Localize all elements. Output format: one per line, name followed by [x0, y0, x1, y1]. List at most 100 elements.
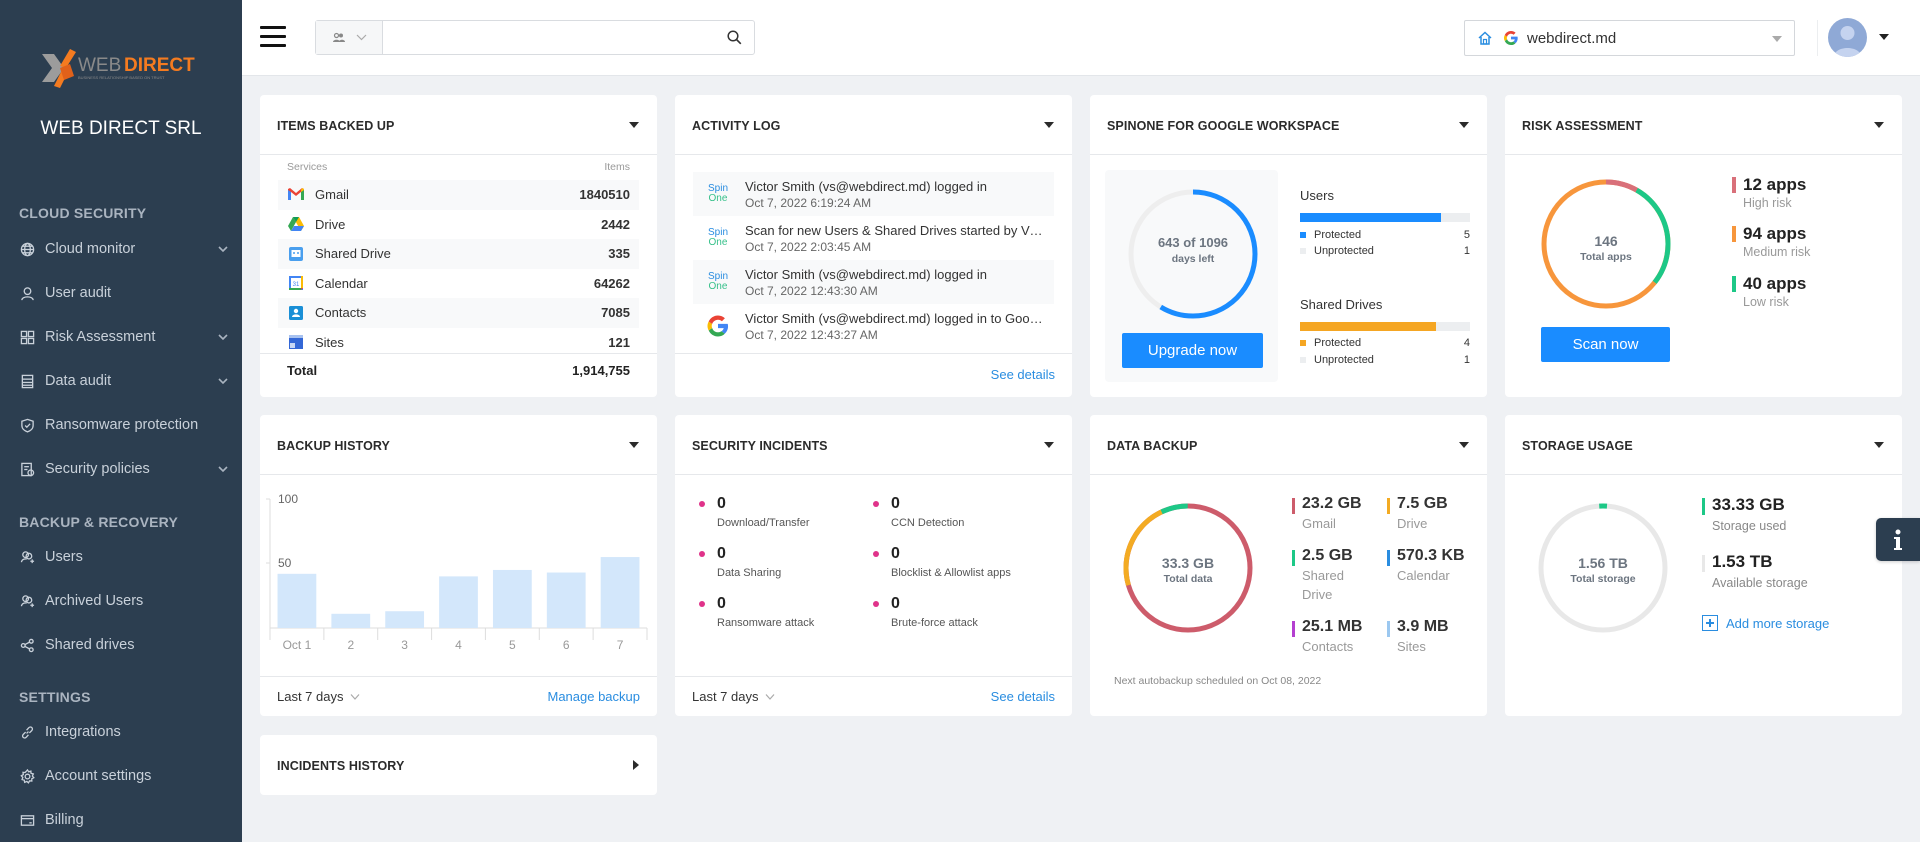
- sidebar-item-ransomware-protection[interactable]: Ransomware protection: [19, 411, 229, 439]
- user-icon: [19, 285, 35, 301]
- x-tick-label: 5: [509, 638, 516, 652]
- incident-ccn-detection[interactable]: 0 CCN Detection: [873, 495, 964, 529]
- sidebar-item-users[interactable]: Users: [19, 543, 229, 571]
- service-count: 64262: [593, 275, 630, 291]
- caret-down-icon[interactable]: [1459, 122, 1469, 128]
- sidebar-item-cloud-monitor[interactable]: Cloud monitor: [19, 235, 229, 263]
- domain-name: webdirect.md: [1527, 29, 1617, 47]
- subscription-panel: 643 of 1096 days left Upgrade now: [1105, 170, 1278, 382]
- activity-list: Spin One Victor Smith (vs@webdirect.md) l…: [693, 172, 1054, 348]
- search-icon[interactable]: [714, 21, 754, 54]
- caret-down-icon[interactable]: [1879, 34, 1889, 40]
- menu-toggle-icon[interactable]: [260, 26, 286, 48]
- search-scope-dropdown[interactable]: [316, 21, 383, 54]
- gmail-icon: [287, 187, 305, 203]
- sidebar-item-security-policies[interactable]: Security policies: [19, 455, 229, 483]
- scan-now-button[interactable]: Scan now: [1541, 327, 1670, 362]
- incidents-history-card: INCIDENTS HISTORY: [260, 735, 657, 795]
- incident-data-sharing[interactable]: 0 Data Sharing: [699, 545, 781, 579]
- add-more-storage-link[interactable]: Add more storage: [1702, 615, 1829, 631]
- table-row: 31 Calendar 64262: [278, 269, 639, 299]
- service-name: Shared Drive: [315, 246, 391, 262]
- sites-icon: [287, 334, 305, 350]
- storage-available: 1.53 TB Available storage: [1702, 552, 1808, 590]
- caret-down-icon[interactable]: [1874, 122, 1884, 128]
- caret-down-icon: [1772, 36, 1782, 42]
- sidebar-item-billing[interactable]: Billing: [19, 806, 229, 834]
- card-header: BACKUP HISTORY: [260, 415, 657, 475]
- sidebar-item-label: Shared drives: [45, 637, 135, 653]
- see-details-link[interactable]: See details: [990, 367, 1055, 382]
- chevron-down-icon[interactable]: [217, 331, 229, 347]
- info-icon[interactable]: [1876, 518, 1920, 561]
- service-name: Gmail: [315, 187, 349, 203]
- sidebar-item-label: Security policies: [45, 461, 150, 477]
- globe-icon: [19, 241, 35, 257]
- incident-brute-force[interactable]: 0 Brute-force attack: [873, 595, 978, 629]
- sidebar-item-user-audit[interactable]: User audit: [19, 279, 229, 307]
- caret-down-icon[interactable]: [629, 122, 639, 128]
- upgrade-now-button[interactable]: Upgrade now: [1122, 333, 1263, 368]
- card-title: RISK ASSESSMENT: [1522, 119, 1643, 133]
- sidebar-item-risk-assessment[interactable]: Risk Assessment: [19, 323, 229, 351]
- home-icon: [1478, 31, 1492, 45]
- caret-down-icon[interactable]: [629, 442, 639, 448]
- card-title: SPINONE FOR GOOGLE WORKSPACE: [1107, 119, 1340, 133]
- risk-low[interactable]: 40 apps Low risk: [1732, 274, 1806, 309]
- activity-time: Oct 7, 2022 12:43:30 AM: [745, 283, 878, 298]
- avatar[interactable]: [1828, 18, 1867, 57]
- caret-down-icon[interactable]: [1044, 122, 1054, 128]
- card-header: DATA BACKUP: [1090, 415, 1487, 475]
- period-dropdown[interactable]: Last 7 days: [692, 689, 775, 704]
- caret-down-icon[interactable]: [1044, 442, 1054, 448]
- shield-icon: [19, 417, 35, 433]
- see-details-link[interactable]: See details: [990, 689, 1055, 704]
- svg-text:BUSINESS RELATIONSHIP BASED ON: BUSINESS RELATIONSHIP BASED ON TRUST: [78, 75, 165, 80]
- x-tick-label: 3: [401, 638, 408, 652]
- list-icon: [19, 373, 35, 389]
- service-name: Calendar: [315, 275, 368, 291]
- activity-text: Victor Smith (vs@webdirect.md) logged in…: [745, 310, 1044, 326]
- sidebar-item-integrations[interactable]: Integrations: [19, 718, 229, 746]
- search-input[interactable]: [383, 21, 714, 54]
- period-dropdown[interactable]: Last 7 days: [277, 689, 360, 704]
- sidebar-item-label: User audit: [45, 285, 112, 301]
- risk-donut-chart: [1541, 179, 1671, 309]
- card-footer: Last 7 days See details: [675, 676, 1072, 716]
- domain-selector[interactable]: webdirect.md: [1464, 20, 1795, 56]
- caret-down-icon[interactable]: [1874, 442, 1884, 448]
- incident-blocklist-allowlist[interactable]: 0 Blocklist & Allowlist apps: [873, 545, 1011, 579]
- card-footer: Last 7 days Manage backup: [260, 676, 657, 716]
- sidebar-item-data-audit[interactable]: Data audit: [19, 367, 229, 395]
- company-logo[interactable]: WEB DIRECT BUSINESS RELATIONSHIP BASED O…: [40, 46, 205, 90]
- sidebar-item-shared-drives[interactable]: Shared drives: [19, 631, 229, 659]
- bar: [277, 573, 317, 628]
- caret-right-icon[interactable]: [633, 760, 639, 770]
- risk-medium[interactable]: 94 apps Medium risk: [1732, 224, 1810, 259]
- incident-download-transfer[interactable]: 0 Download/Transfer: [699, 495, 810, 529]
- sidebar-item-label: Users: [45, 549, 83, 565]
- data-calendar: 570.3 KB Calendar: [1387, 547, 1482, 585]
- backup-history-card: BACKUP HISTORY 100 50 Oct 1 2 3 4 5 6 7 Last 7…: [260, 415, 657, 716]
- chevron-down-icon[interactable]: [217, 375, 229, 391]
- risk-high[interactable]: 12 apps High risk: [1732, 175, 1806, 210]
- incident-ransomware[interactable]: 0 Ransomware attack: [699, 595, 814, 629]
- users-title: Users: [1300, 188, 1334, 203]
- card-title: SECURITY INCIDENTS: [692, 439, 828, 453]
- x-tick-label: Oct 1: [283, 638, 312, 652]
- bar: [439, 576, 478, 628]
- caret-down-icon[interactable]: [1459, 442, 1469, 448]
- sidebar-item-archived-users[interactable]: Archived Users: [19, 587, 229, 615]
- chevron-down-icon[interactable]: [217, 463, 229, 479]
- card-header: INCIDENTS HISTORY: [260, 735, 657, 795]
- x-tick-label: 2: [347, 638, 354, 652]
- chevron-down-icon[interactable]: [217, 243, 229, 259]
- manage-backup-link[interactable]: Manage backup: [547, 689, 640, 704]
- policy-icon: [19, 461, 35, 477]
- users-unprotected-legend: Unprotected 1: [1300, 245, 1470, 257]
- sidebar-item-account-settings[interactable]: Account settings: [19, 762, 229, 790]
- chevron-down-icon: [350, 693, 359, 700]
- card-title: ACTIVITY LOG: [692, 119, 781, 133]
- service-name: Contacts: [315, 305, 367, 321]
- risk-assessment-card: RISK ASSESSMENT 146 Total apps Scan now …: [1505, 95, 1902, 397]
